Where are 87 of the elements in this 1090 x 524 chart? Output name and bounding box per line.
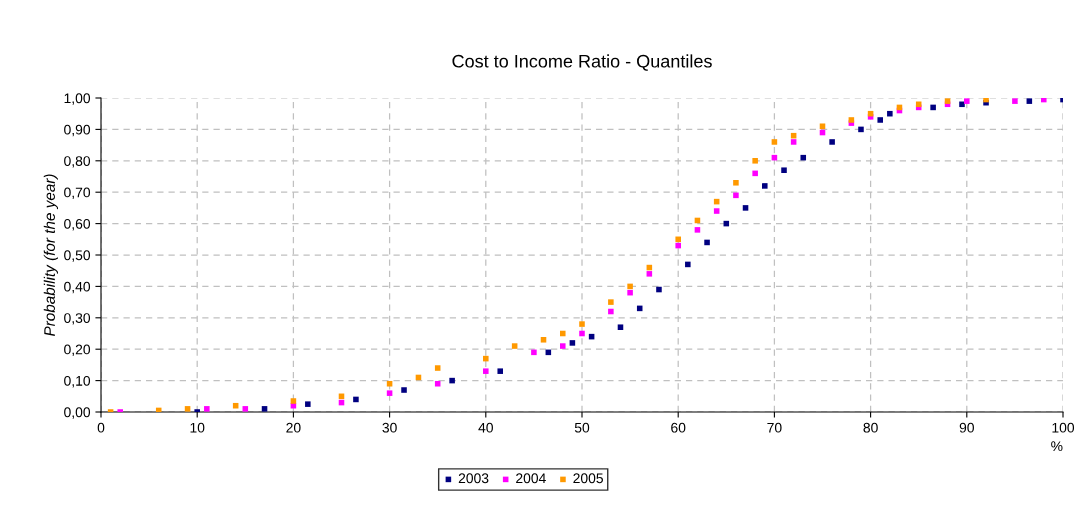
point xyxy=(762,183,768,189)
point xyxy=(608,299,614,305)
point xyxy=(704,239,710,246)
point xyxy=(261,406,268,412)
point xyxy=(858,126,864,133)
point xyxy=(353,396,359,403)
point xyxy=(290,398,297,404)
x-tick-label: 50 xyxy=(574,422,590,433)
point xyxy=(305,401,311,407)
point xyxy=(1012,98,1018,104)
point xyxy=(483,355,489,362)
x-tick-label: 100 xyxy=(1052,422,1075,433)
x-tick-label: 90 xyxy=(959,422,974,433)
y-tick-label: 0,20 xyxy=(64,344,91,357)
point xyxy=(242,406,249,412)
x-tick-label: 70 xyxy=(767,422,782,433)
point xyxy=(790,139,797,145)
point xyxy=(559,330,566,337)
y-tick-label: 0,90 xyxy=(64,124,91,137)
y-tick-label: 0,80 xyxy=(64,156,91,168)
point xyxy=(184,406,191,412)
point xyxy=(675,236,681,243)
y-tick-label: 0,60 xyxy=(64,218,91,231)
x-tick-label: 40 xyxy=(478,422,493,433)
point xyxy=(781,167,787,173)
point xyxy=(531,349,537,356)
point xyxy=(733,180,739,186)
point xyxy=(497,368,504,374)
point xyxy=(1026,98,1033,104)
point xyxy=(800,154,807,161)
point xyxy=(483,368,489,374)
point xyxy=(434,365,441,371)
point xyxy=(617,324,624,330)
point xyxy=(752,170,758,177)
y-tick-label: 0,10 xyxy=(64,375,91,388)
point xyxy=(675,242,681,249)
y-tick-label: 1,00 xyxy=(64,93,91,105)
point xyxy=(771,139,778,145)
point xyxy=(579,321,585,327)
x-axis-title: % xyxy=(1051,441,1063,452)
y-tick-label: 0,50 xyxy=(64,250,91,262)
x-tick-label: 30 xyxy=(382,422,397,433)
point xyxy=(386,380,393,387)
y-tick-label: 0,00 xyxy=(64,407,91,419)
point xyxy=(829,139,835,145)
y-axis-title: Probability (for the year) xyxy=(43,174,58,337)
chart-title: Cost to Income Ratio - Quantiles xyxy=(452,54,712,71)
point xyxy=(627,283,633,290)
point xyxy=(646,271,653,277)
x-tick-label: 80 xyxy=(863,422,878,433)
point xyxy=(559,343,566,349)
point xyxy=(401,387,407,393)
point xyxy=(569,340,576,346)
y-tick-label: 0,40 xyxy=(64,281,91,294)
x-tick-label: 60 xyxy=(671,422,686,433)
point xyxy=(627,289,633,296)
point xyxy=(959,101,965,108)
point xyxy=(694,227,701,233)
point xyxy=(887,110,893,117)
point xyxy=(733,192,739,199)
point xyxy=(434,380,441,387)
point xyxy=(742,205,749,211)
point xyxy=(511,343,518,349)
point xyxy=(819,123,826,130)
y-tick-label: 0,70 xyxy=(64,187,91,200)
point xyxy=(579,330,585,337)
point xyxy=(930,104,936,111)
point xyxy=(449,377,455,384)
point xyxy=(540,337,547,343)
y-tick-label: 0,30 xyxy=(64,313,91,325)
x-tick-label: 0 xyxy=(97,422,105,433)
point xyxy=(1040,98,1047,103)
legend-label: 2004 xyxy=(516,473,546,484)
point xyxy=(944,98,951,104)
legend-label: 2005 xyxy=(573,473,603,484)
x-tick-label: 20 xyxy=(286,422,301,433)
point xyxy=(386,390,393,396)
point xyxy=(204,406,210,412)
point xyxy=(877,117,883,123)
point xyxy=(713,208,720,214)
legend-label: 2003 xyxy=(458,473,489,484)
point xyxy=(656,286,662,293)
point xyxy=(964,98,970,104)
point xyxy=(752,158,758,164)
point xyxy=(685,261,691,268)
point xyxy=(608,308,614,315)
x-tick-label: 10 xyxy=(190,422,205,433)
